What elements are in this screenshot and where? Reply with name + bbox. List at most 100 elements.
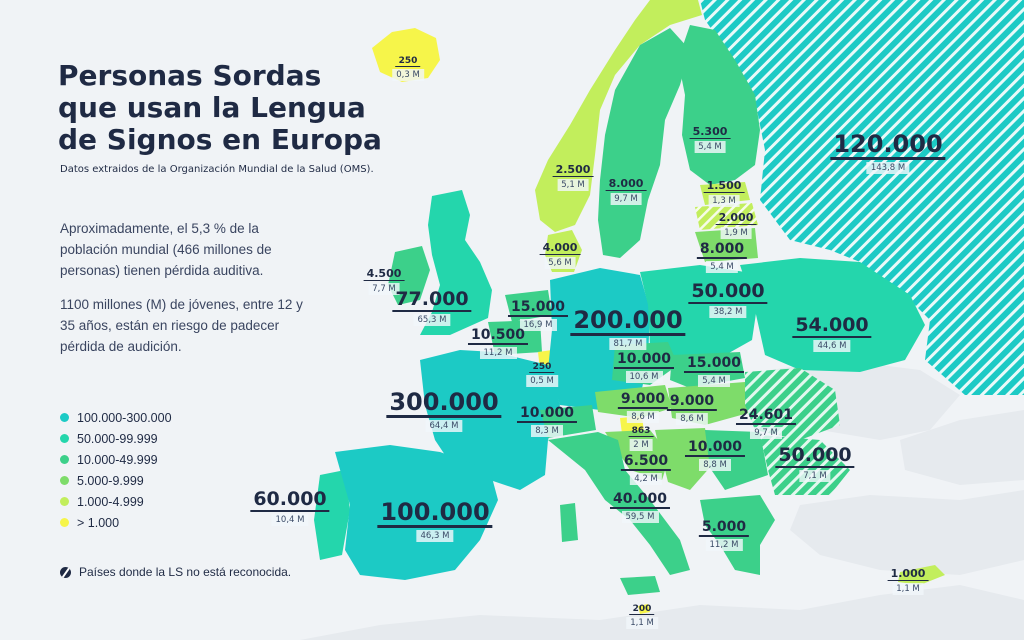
population-cyprus: 1,1 M [892, 583, 924, 595]
legend-item: 50.000-99.999 [60, 428, 172, 449]
legend-label: 100.000-300.000 [77, 410, 172, 425]
deaf-count-luxembourg: 250 [529, 362, 555, 374]
population-hungary: 8,6 M [676, 412, 708, 425]
population-portugal: 10,4 M [271, 513, 309, 526]
deaf-count-belgium: 10.500 [467, 328, 529, 345]
deaf-count-lithuania: 8.000 [696, 242, 748, 259]
deaf-count-finland: 5.300 [689, 126, 731, 139]
country-spain [335, 445, 498, 580]
population-france: 64,4 M [425, 420, 463, 433]
country-poland [640, 265, 758, 360]
population-belgium: 11,2 M [479, 346, 517, 359]
country-sicily [620, 576, 660, 595]
deaf-count-serbia: 6.500 [620, 454, 672, 471]
population-austria: 8,6 M [627, 410, 659, 423]
label-switzerland: 10.000 8,3 M [516, 402, 578, 437]
legend-item: 5.000-9.999 [60, 470, 172, 491]
country-iceland [372, 28, 440, 82]
country-norway [535, 0, 702, 232]
land-turkey [790, 490, 1024, 575]
paragraph-hearing-loss: Aproximadamente, el 5,3 % de la població… [60, 221, 272, 278]
label-ireland: 4.500 7,7 M [363, 262, 405, 295]
label-uk: 77.000 65,3 M [392, 289, 472, 326]
label-russia: 120.000 143,8 M [830, 131, 946, 175]
label-belarus: 54.000 44,6 M [792, 315, 872, 352]
population-moldova: 9,7 M [750, 426, 782, 439]
population-bulgaria: 8,8 M [699, 458, 731, 471]
country-latvia [695, 203, 758, 230]
deaf-count-italy: 40.000 [609, 492, 671, 509]
legend-item: > 1.000 [60, 512, 172, 533]
country-netherlands [505, 290, 552, 322]
deaf-count-switzerland: 10.000 [516, 406, 578, 423]
population-malta: 1,1 M [626, 617, 658, 630]
country-portugal [314, 470, 350, 560]
deaf-count-poland: 50.000 [688, 281, 768, 304]
population-iceland: 0,3 M [392, 69, 424, 82]
label-spain: 100.000 46,3 M [377, 499, 493, 543]
label-norway: 2.500 5,1 M [552, 158, 594, 191]
legend-item: 1.000-4.999 [60, 491, 172, 512]
population-luxembourg: 0,5 M [526, 375, 558, 388]
country-uk [420, 190, 492, 335]
legend-swatch [60, 518, 69, 527]
label-czechia: 10.000 10,6 M [613, 348, 675, 383]
legend-item: 100.000-300.000 [60, 407, 172, 428]
deaf-count-hungary: 9.000 [666, 394, 718, 411]
population-greece: 11,2 M [705, 538, 743, 551]
deaf-count-ireland: 4.500 [363, 268, 405, 281]
label-italy: 40.000 59,5 M [609, 488, 671, 523]
label-luxembourg: 250 0,5 M [526, 354, 558, 388]
population-romania: 7,1 M [799, 469, 831, 482]
country-austria [595, 385, 672, 418]
population-norway: 5,1 M [557, 179, 589, 191]
deaf-count-bulgaria: 10.000 [684, 440, 746, 457]
population-spain: 46,3 M [416, 530, 454, 543]
country-sardinia [560, 503, 578, 542]
label-bulgaria: 10.000 8,8 M [684, 436, 746, 471]
country-russia [700, 0, 1024, 395]
label-malta: 200 1,1 M [626, 596, 658, 630]
country-italy [548, 432, 690, 575]
label-germany: 200.000 81,7 M [570, 307, 686, 351]
legend: 100.000-300.000 50.000-99.999 10.000-49.99… [60, 407, 172, 533]
population-estonia: 1,3 M [708, 195, 740, 207]
label-greece: 5.000 11,2 M [698, 516, 750, 551]
deaf-count-norway: 2.500 [552, 164, 594, 177]
label-cyprus: 1.000 1,1 M [887, 562, 929, 595]
legend-swatch [60, 413, 69, 422]
deaf-count-france: 300.000 [386, 389, 502, 419]
deaf-count-netherlands: 15.000 [507, 300, 569, 317]
population-switzerland: 8,3 M [531, 424, 563, 437]
country-serbia [655, 428, 712, 490]
legend-label: 50.000-99.999 [77, 431, 158, 446]
population-slovakia: 5,4 M [698, 374, 730, 387]
label-belgium: 10.500 11,2 M [467, 324, 529, 359]
population-serbia: 4,2 M [630, 472, 662, 485]
label-portugal: 60.000 10,4 M [250, 489, 330, 526]
population-belarus: 44,6 M [813, 339, 851, 352]
legend-label: 1.000-4.999 [77, 494, 144, 509]
population-latvia: 1,9 M [720, 227, 752, 239]
legend-note-text: Países donde la LS no está reconocida. [79, 565, 292, 579]
country-malta [638, 604, 650, 614]
country-belarus [740, 258, 925, 372]
deaf-count-greece: 5.000 [698, 520, 750, 537]
deaf-count-slovakia: 15.000 [683, 356, 745, 373]
deaf-count-moldova: 24.601 [735, 408, 797, 425]
land-north-africa [300, 585, 1024, 640]
population-denmark: 5,6 M [544, 257, 576, 269]
deaf-count-malta: 200 [629, 604, 655, 616]
population-lithuania: 5,4 M [706, 260, 738, 273]
deaf-count-belarus: 54.000 [792, 315, 872, 338]
deaf-count-uk: 77.000 [392, 289, 472, 312]
paragraph-youth-risk: 1100 millones (M) de jóvenes, entre 12 y… [60, 297, 303, 354]
label-slovakia: 15.000 5,4 M [683, 352, 745, 387]
deaf-count-russia: 120.000 [830, 131, 946, 161]
legend-swatch [60, 434, 69, 443]
source-note: Datos extraidos de la Organización Mundi… [60, 164, 374, 175]
label-finland: 5.300 5,4 M [689, 120, 731, 153]
label-denmark: 4.000 5,6 M [539, 236, 581, 269]
legend-swatch [60, 455, 69, 464]
page-title: Personas Sordas que usan la Lengua de Si… [58, 59, 382, 156]
